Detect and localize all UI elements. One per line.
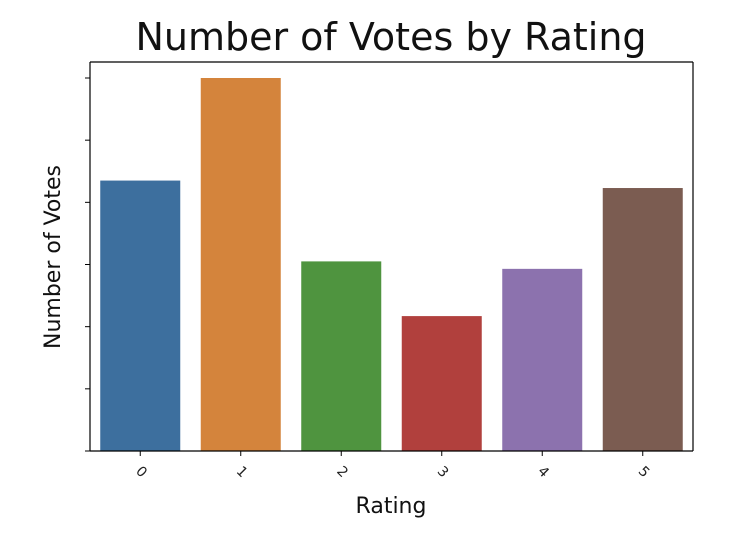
x-tick-label: 5 — [635, 463, 653, 481]
bar-rating-1 — [200, 78, 281, 451]
x-tick-label: 3 — [434, 463, 452, 481]
x-tick-label: 1 — [233, 463, 251, 481]
chart-title: Number of Votes by Rating — [135, 15, 646, 59]
bar-rating-4 — [502, 268, 583, 451]
x-tick-label: 4 — [534, 463, 552, 481]
bar-rating-5 — [602, 188, 683, 451]
x-axis-ticks: 0 1 2 3 4 5 — [132, 451, 652, 481]
x-tick-label: 2 — [333, 463, 351, 481]
x-tick-label: 0 — [132, 463, 150, 481]
x-axis-label: Rating — [356, 494, 427, 519]
y-axis-ticks — [85, 77, 90, 452]
y-axis-label: Number of Votes — [41, 165, 66, 349]
bar-rating-3 — [401, 316, 482, 451]
bar-rating-2 — [301, 261, 382, 451]
bar-rating-0 — [100, 180, 181, 451]
bars-group — [100, 78, 683, 451]
